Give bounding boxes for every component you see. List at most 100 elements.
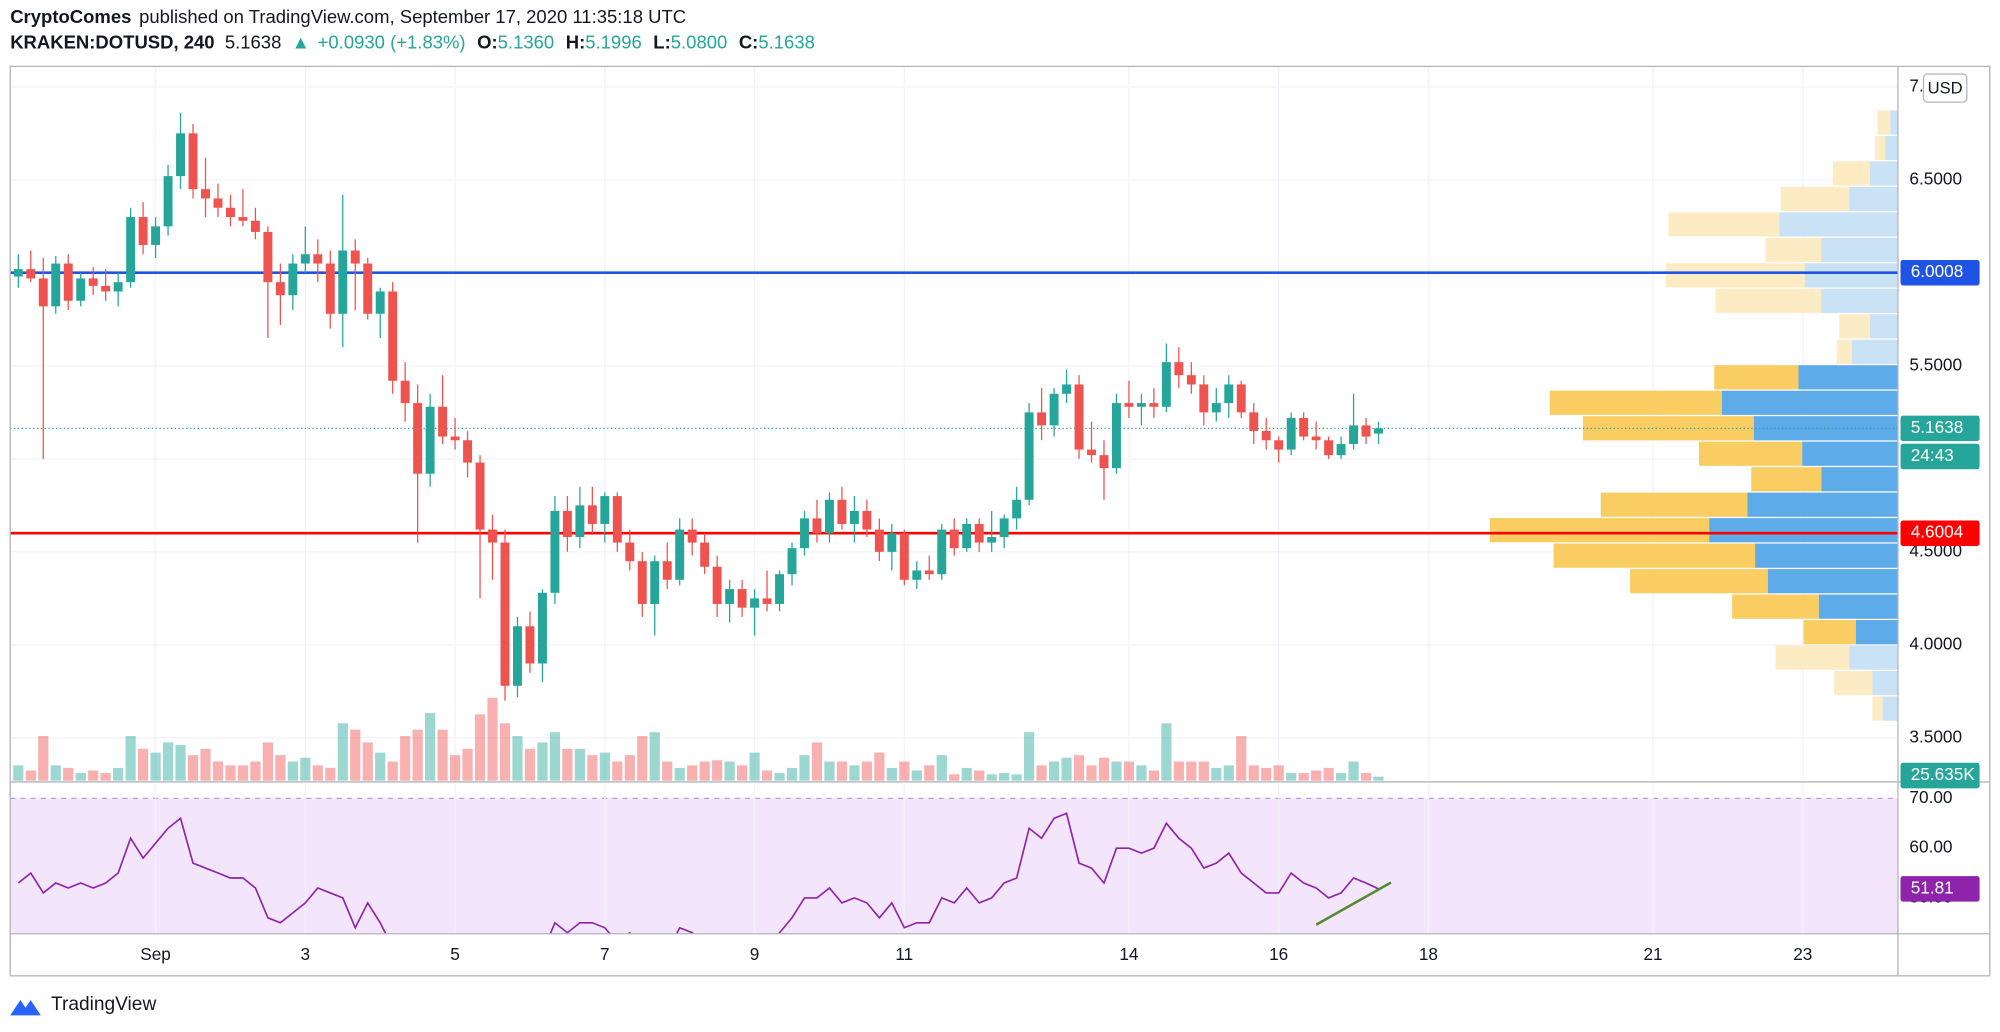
candle-body [388, 291, 398, 381]
rsi-trendline [1315, 881, 1392, 926]
volume-bar [999, 773, 1010, 781]
rsi-line [17, 812, 1379, 934]
x-tick-label: 5 [450, 944, 460, 964]
candle-body [650, 561, 660, 604]
candle-body [1136, 403, 1146, 407]
level-label: 6.0008 [1911, 261, 1964, 281]
brand-logo [10, 1000, 41, 1016]
candle-body [88, 278, 98, 286]
candle-body [1299, 417, 1309, 437]
volume-bar [400, 736, 411, 781]
volume-bar [799, 755, 810, 781]
profile-down [1802, 441, 1898, 466]
candle-body [725, 589, 735, 604]
y-tick-label: 5.5000 [1909, 354, 1962, 374]
volume-bar [275, 755, 286, 781]
volume-bar [1360, 773, 1372, 781]
candle-body [937, 529, 947, 575]
volume-bar [138, 748, 149, 781]
candle-body [413, 403, 423, 474]
candle-body [313, 254, 323, 264]
x-tick-label: 11 [895, 944, 913, 964]
volume-bar [113, 767, 124, 781]
profile-down [1821, 288, 1898, 313]
candle-body [837, 499, 847, 524]
candle-body [101, 285, 111, 292]
author: CryptoComes [10, 6, 131, 27]
footer: TradingView [10, 994, 156, 1016]
volume-bar [1236, 736, 1247, 781]
volume-bar [1261, 767, 1272, 781]
candle-body [687, 529, 697, 543]
volume-bar [312, 765, 323, 781]
candle-body [775, 574, 784, 604]
ohlc-value: 5.1996 [585, 31, 642, 52]
candle-body [400, 380, 410, 404]
candle-body [812, 518, 822, 534]
profile-down [1709, 518, 1898, 543]
rsi-pane-content [10, 784, 1898, 934]
candle-body [26, 269, 36, 279]
candle-body [163, 176, 173, 227]
candle-body [238, 217, 248, 221]
candle-body [662, 561, 672, 580]
candle-body [637, 561, 647, 604]
candle-body [425, 406, 435, 474]
volume-bar [849, 765, 860, 781]
candle-body [338, 250, 348, 314]
candle-body [300, 254, 310, 264]
candle-body [874, 529, 884, 552]
profile-down [1869, 314, 1898, 339]
volume-label: 25.635K [1911, 764, 1976, 784]
profile-down [1818, 594, 1898, 619]
symbol: KRAKEN:DOTUSD, 240 [10, 31, 214, 52]
profile-up [1872, 696, 1883, 721]
volume-bar [237, 765, 249, 781]
volume-bar [300, 757, 311, 781]
candle-body [712, 566, 722, 604]
volume-bar [662, 761, 673, 781]
currency-button[interactable] [1922, 73, 1968, 103]
volume-bar [449, 755, 461, 781]
profile-up [1780, 186, 1850, 212]
profile-up [1836, 339, 1853, 364]
volume-bar [1061, 757, 1072, 781]
profile-up [1549, 390, 1722, 415]
candle-body [924, 570, 934, 575]
profile-up [1834, 671, 1873, 696]
profile-up [1875, 135, 1886, 161]
candle-body [201, 189, 210, 199]
volume-bar [1161, 723, 1172, 781]
profile-down [1852, 339, 1898, 364]
volume-bar [1373, 776, 1384, 781]
candle-body [375, 291, 385, 314]
volume-bar [699, 761, 710, 781]
candle-body [1087, 449, 1096, 456]
volume-bar [437, 729, 448, 781]
candle-body [600, 496, 610, 524]
profile-down [1779, 212, 1898, 237]
volume-bar [949, 774, 960, 781]
volume-bar [50, 765, 61, 781]
candle-body [325, 263, 335, 314]
candle-body [513, 626, 522, 686]
candle-body [138, 217, 148, 245]
volume-bar [175, 744, 186, 781]
volume-bar [100, 773, 111, 781]
candle-body [987, 536, 997, 543]
volume-bar [961, 767, 972, 781]
volume-bar [649, 732, 660, 781]
rsi-value-label: 51.81 [1911, 877, 1954, 897]
candle-body [151, 226, 161, 245]
ohlc-label: H: [566, 31, 586, 52]
candle-body [51, 263, 61, 307]
candle-body [525, 626, 535, 664]
main-pane [10, 66, 1898, 781]
volume-bar [724, 761, 735, 781]
candle-body [625, 542, 635, 562]
currency[interactable]: USD [1928, 79, 1963, 98]
ohlc-label: L: [653, 31, 670, 52]
profile-up [1732, 594, 1819, 619]
volume-bar [811, 742, 823, 781]
candle-body [1099, 455, 1109, 469]
